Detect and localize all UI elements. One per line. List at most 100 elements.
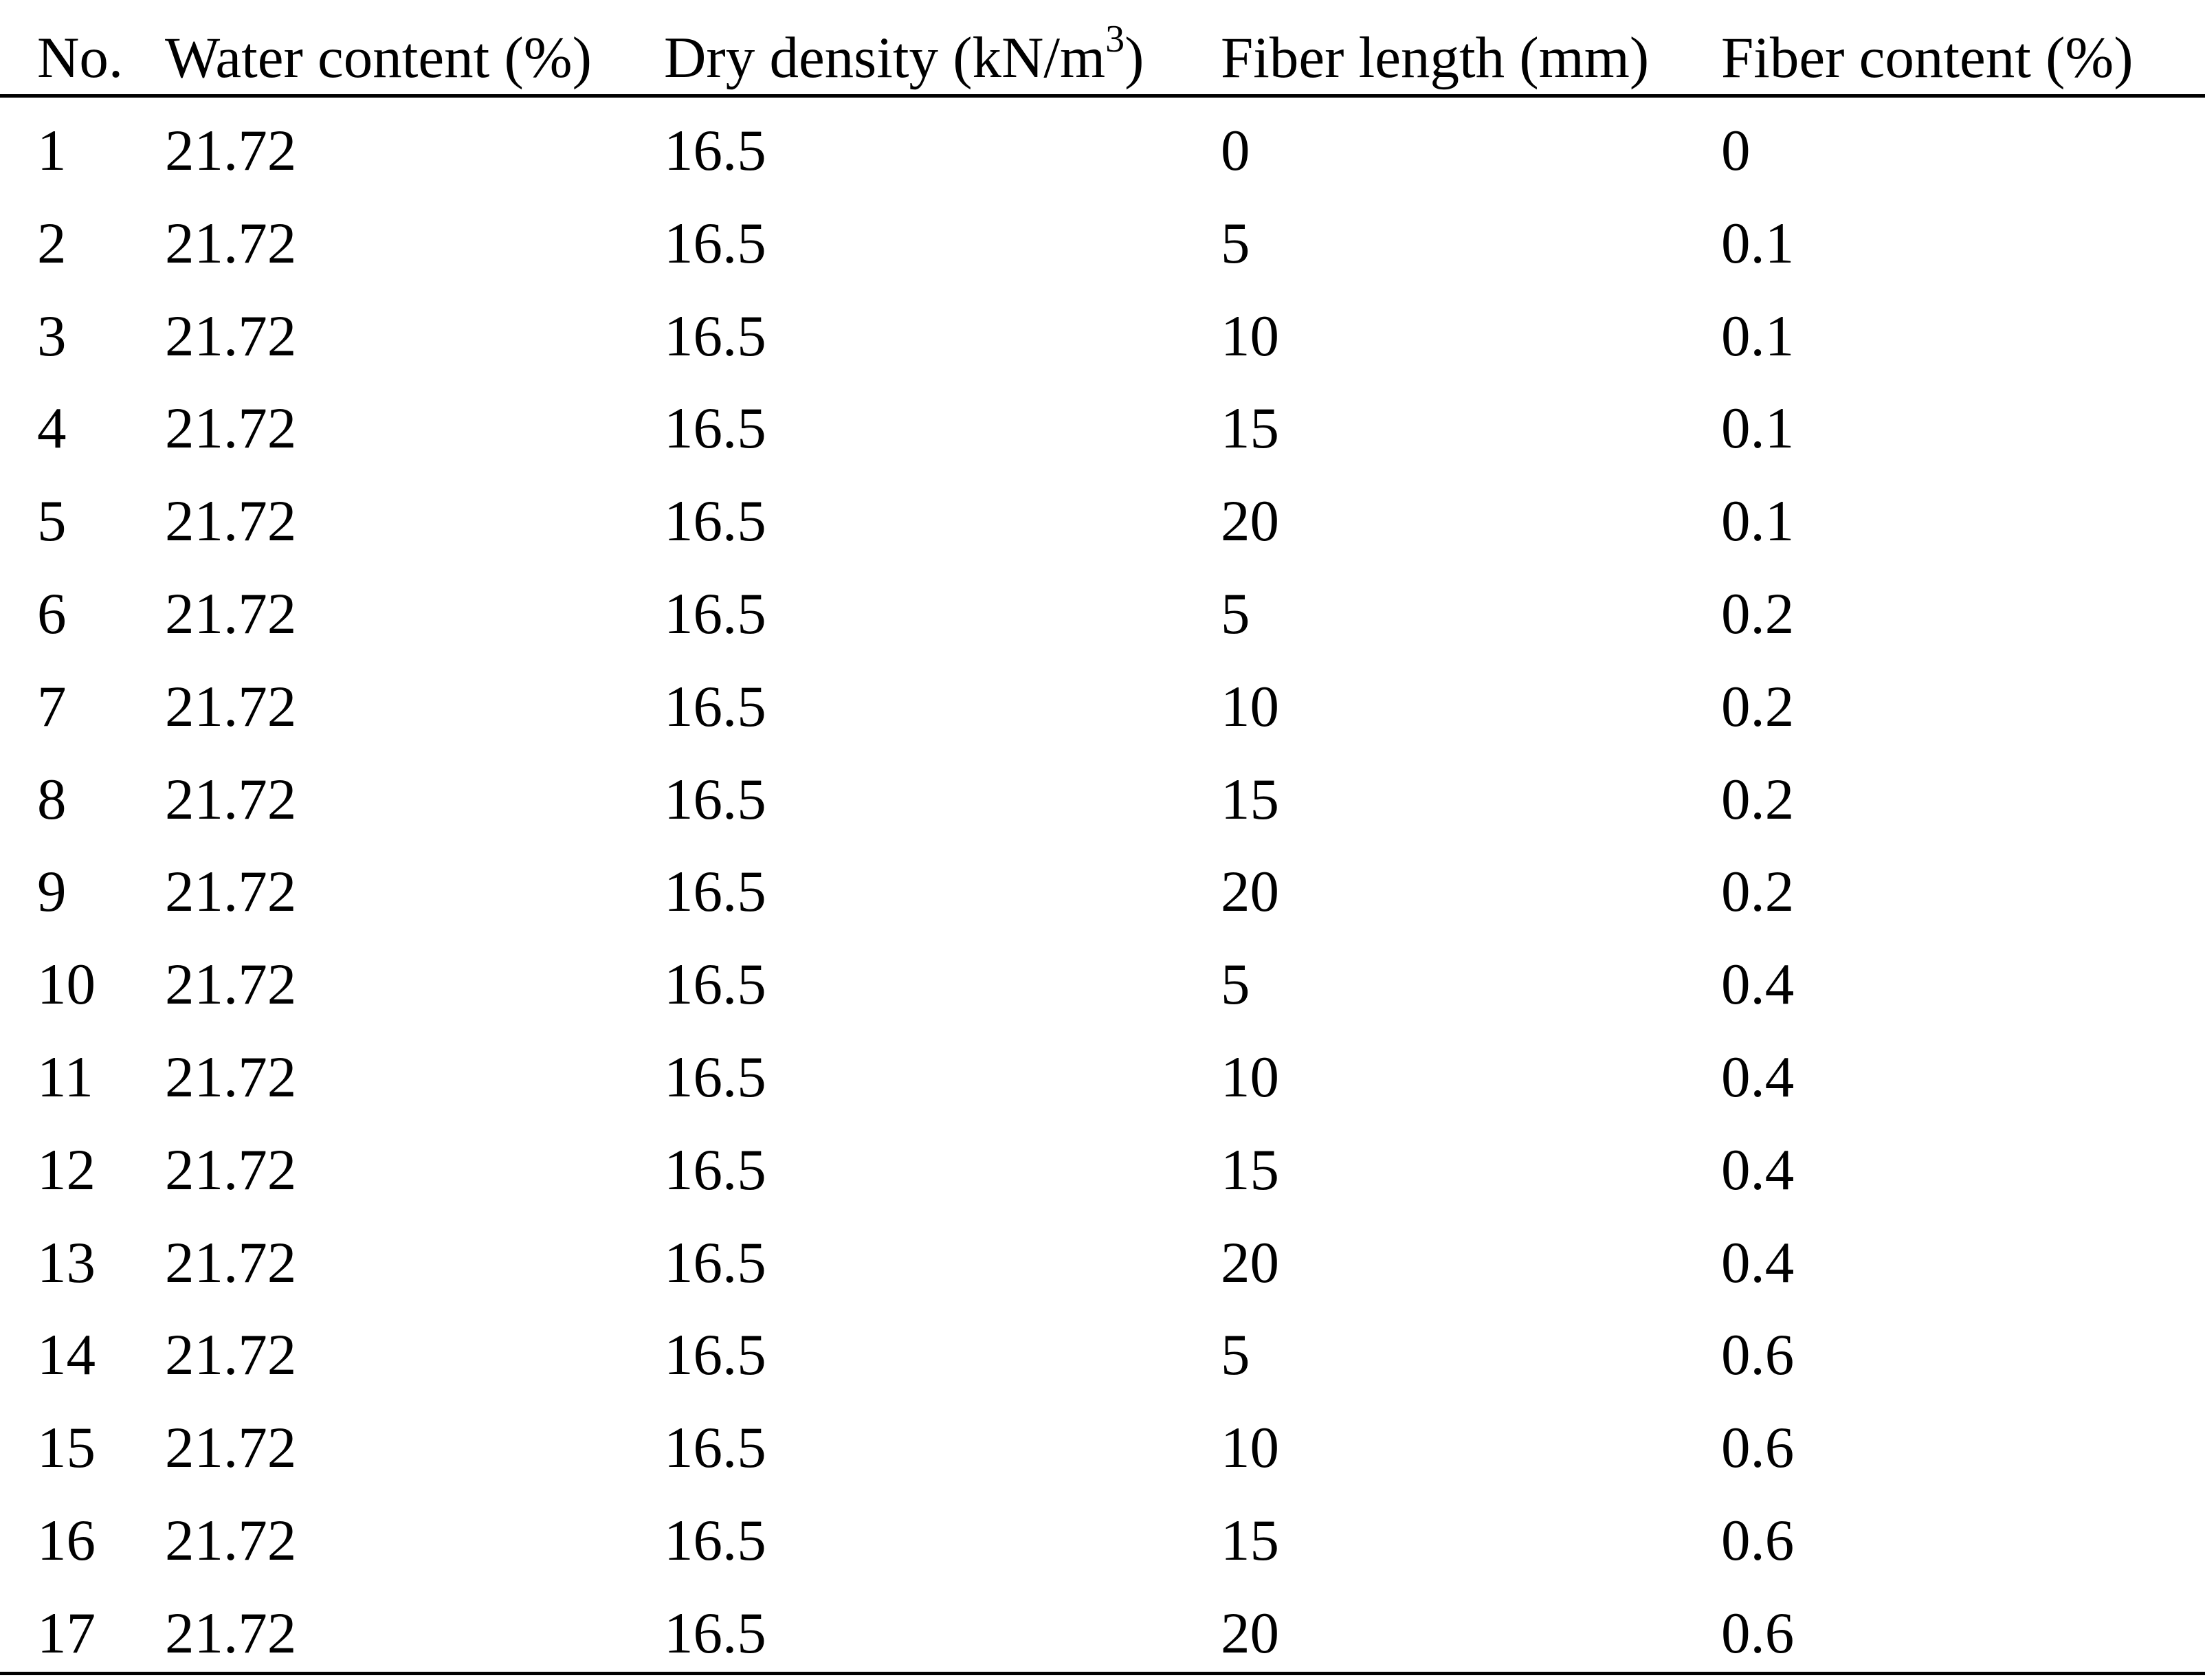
cell-no: 6 [37, 582, 67, 646]
cell-water-content: 21.72 [165, 489, 297, 553]
cell-dry-density: 16.5 [664, 1415, 766, 1480]
cell-fiber-length: 0 [1221, 118, 1250, 183]
cell-water-content: 21.72 [165, 674, 297, 739]
table-row: 9 21.72 16.5 20 0.2 [0, 845, 2205, 938]
table-row: 12 21.72 16.5 15 0.4 [0, 1124, 2205, 1217]
cell-water-content: 21.72 [165, 1508, 297, 1573]
cell-dry-density: 16.5 [664, 582, 766, 646]
cell-no: 7 [37, 674, 67, 739]
cell-water-content: 21.72 [165, 582, 297, 646]
cell-water-content: 21.72 [165, 1045, 297, 1109]
cell-fiber-length: 20 [1221, 1601, 1279, 1666]
cell-no: 15 [37, 1415, 96, 1480]
table-row: 4 21.72 16.5 15 0.1 [0, 382, 2205, 475]
table-row: 2 21.72 16.5 5 0.1 [0, 197, 2205, 290]
cell-no: 11 [37, 1045, 93, 1109]
table-row: 15 21.72 16.5 10 0.6 [0, 1402, 2205, 1494]
cell-fiber-length: 10 [1221, 674, 1279, 739]
cell-no: 17 [37, 1601, 96, 1666]
cell-dry-density: 16.5 [664, 767, 766, 832]
cell-fiber-length: 10 [1221, 1045, 1279, 1109]
cell-no: 2 [37, 211, 67, 276]
cell-water-content: 21.72 [165, 952, 297, 1017]
cell-fiber-content: 0.4 [1721, 1230, 1795, 1295]
cell-fiber-content: 0.6 [1721, 1508, 1795, 1573]
cell-water-content: 21.72 [165, 1601, 297, 1666]
cell-fiber-length: 5 [1221, 211, 1250, 276]
cell-no: 8 [37, 767, 67, 832]
cell-fiber-length: 15 [1221, 1508, 1279, 1573]
cell-dry-density: 16.5 [664, 674, 766, 739]
cell-fiber-content: 0.1 [1721, 304, 1795, 368]
cell-dry-density: 16.5 [664, 859, 766, 924]
table-row: 17 21.72 16.5 20 0.6 [0, 1587, 2205, 1680]
table-row: 8 21.72 16.5 15 0.2 [0, 753, 2205, 846]
table-row: 13 21.72 16.5 20 0.4 [0, 1217, 2205, 1309]
header-dry-density-text: Dry density (kN/m [664, 25, 1106, 90]
cell-no: 14 [37, 1323, 96, 1387]
cell-fiber-content: 0.6 [1721, 1415, 1795, 1480]
cell-fiber-content: 0.1 [1721, 489, 1795, 553]
header-fiber-length: Fiber length (mm) [1221, 25, 1650, 90]
cell-water-content: 21.72 [165, 1415, 297, 1480]
cell-fiber-content: 0.6 [1721, 1323, 1795, 1387]
table-row: 16 21.72 16.5 15 0.6 [0, 1494, 2205, 1587]
header-dry-density-exponent: 3 [1105, 17, 1125, 60]
bottom-rule [0, 1672, 2205, 1675]
cell-water-content: 21.72 [165, 396, 297, 461]
cell-fiber-length: 15 [1221, 1138, 1279, 1202]
table-row: 10 21.72 16.5 5 0.4 [0, 938, 2205, 1031]
cell-water-content: 21.72 [165, 1230, 297, 1295]
cell-no: 13 [37, 1230, 96, 1295]
cell-water-content: 21.72 [165, 1138, 297, 1202]
cell-dry-density: 16.5 [664, 1138, 766, 1202]
table-header-row: No. Water content (%) Dry density (kN/m3… [0, 12, 2205, 104]
cell-water-content: 21.72 [165, 859, 297, 924]
cell-fiber-length: 15 [1221, 767, 1279, 832]
cell-fiber-length: 10 [1221, 304, 1279, 368]
cell-fiber-length: 10 [1221, 1415, 1279, 1480]
cell-dry-density: 16.5 [664, 1045, 766, 1109]
cell-fiber-length: 5 [1221, 952, 1250, 1017]
cell-fiber-length: 20 [1221, 1230, 1279, 1295]
table-row: 14 21.72 16.5 5 0.6 [0, 1309, 2205, 1402]
cell-no: 5 [37, 489, 67, 553]
cell-fiber-content: 0.6 [1721, 1601, 1795, 1666]
cell-dry-density: 16.5 [664, 304, 766, 368]
cell-fiber-content: 0.1 [1721, 396, 1795, 461]
cell-no: 9 [37, 859, 67, 924]
cell-fiber-length: 20 [1221, 489, 1279, 553]
cell-no: 1 [37, 118, 67, 183]
cell-fiber-content: 0.4 [1721, 1045, 1795, 1109]
cell-fiber-content: 0.2 [1721, 767, 1795, 832]
cell-no: 10 [37, 952, 96, 1017]
table-row: 6 21.72 16.5 5 0.2 [0, 568, 2205, 661]
cell-water-content: 21.72 [165, 767, 297, 832]
cell-fiber-length: 5 [1221, 1323, 1250, 1387]
cell-water-content: 21.72 [165, 1323, 297, 1387]
cell-fiber-content: 0.2 [1721, 582, 1795, 646]
header-fiber-content: Fiber content (%) [1721, 25, 2134, 90]
cell-fiber-content: 0 [1721, 118, 1751, 183]
cell-dry-density: 16.5 [664, 396, 766, 461]
cell-fiber-content: 0.1 [1721, 211, 1795, 276]
table-row: 5 21.72 16.5 20 0.1 [0, 475, 2205, 568]
cell-fiber-length: 5 [1221, 582, 1250, 646]
table-row: 3 21.72 16.5 10 0.1 [0, 290, 2205, 383]
header-dry-density-close: ) [1124, 25, 1144, 90]
cell-water-content: 21.72 [165, 211, 297, 276]
cell-no: 3 [37, 304, 67, 368]
cell-no: 16 [37, 1508, 96, 1573]
cell-fiber-content: 0.4 [1721, 1138, 1795, 1202]
cell-no: 4 [37, 396, 67, 461]
cell-no: 12 [37, 1138, 96, 1202]
cell-dry-density: 16.5 [664, 1230, 766, 1295]
cell-dry-density: 16.5 [664, 489, 766, 553]
cell-dry-density: 16.5 [664, 1508, 766, 1573]
cell-dry-density: 16.5 [664, 1601, 766, 1666]
cell-fiber-content: 0.4 [1721, 952, 1795, 1017]
cell-fiber-length: 15 [1221, 396, 1279, 461]
header-rule [0, 94, 2205, 98]
table-row: 7 21.72 16.5 10 0.2 [0, 661, 2205, 753]
